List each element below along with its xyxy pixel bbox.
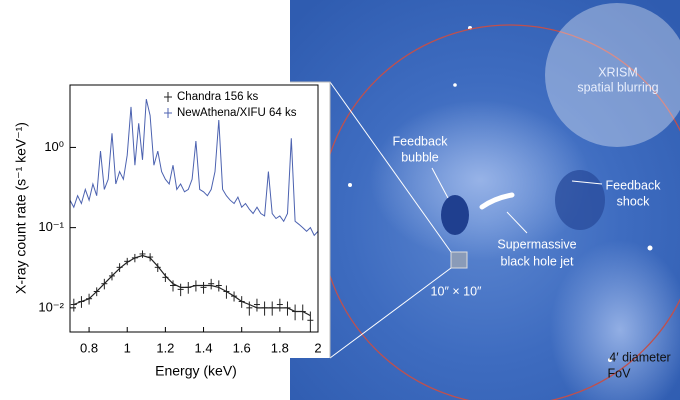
x-tick-label: 1.4 (194, 340, 212, 355)
annotation: 4′ diameter (609, 350, 670, 364)
y-tick-label: 10⁻² (38, 299, 64, 314)
arrow (431, 167, 449, 199)
annotation: Feedback (606, 178, 662, 192)
star (608, 358, 612, 362)
arrow (571, 180, 603, 185)
annotation: Supermassive (497, 237, 576, 251)
y-tick-label: 10⁰ (44, 139, 64, 154)
annotation: FoV (608, 366, 632, 380)
panel-border (290, 81, 331, 358)
star (348, 183, 352, 187)
annotation: XRISM (598, 65, 638, 79)
arrow (506, 211, 528, 234)
chart-panel (0, 82, 330, 358)
star (453, 83, 457, 87)
x-tick-label: 0.8 (80, 340, 98, 355)
x-tick-label: 1.6 (233, 340, 251, 355)
zoom-line (329, 81, 452, 253)
jet (479, 192, 515, 210)
annotation: spatial blurring (577, 80, 658, 94)
annotation: 10″ × 10″ (431, 284, 482, 298)
shock-region (555, 170, 605, 230)
zoom-line (329, 267, 452, 359)
x-tick-label: 1.2 (156, 340, 174, 355)
annotation: bubble (401, 150, 439, 164)
star (647, 245, 653, 251)
y-tick-label: 10⁻¹ (38, 219, 64, 234)
sky-image: XRISM spatial blurring Feedback bubble F… (290, 0, 680, 400)
panel-bottom (0, 358, 290, 400)
bubble-cavity (441, 195, 469, 235)
x-tick-label: 1 (124, 340, 131, 355)
cluster-glow (370, 100, 590, 260)
annotation: Feedback (393, 134, 449, 148)
plot: 0.8 1 1.2 1.4 1.6 1.8 2 10⁻² 10⁻¹ 10⁰ Chandra 156 … (38, 84, 322, 355)
x-axis-label: Energy (keV) (155, 363, 237, 379)
spectrum-line (69, 98, 319, 237)
xrism-circle (545, 3, 680, 147)
legend-label: Chandra 156 ks (177, 91, 258, 103)
plot-frame (69, 84, 319, 333)
y-axis-label: X-ray count rate (s⁻¹ keV⁻¹) (13, 122, 29, 294)
model-line (73, 254, 311, 317)
annotation: shock (617, 194, 650, 208)
legend-label: NewAthena/XIFU 64 ks (177, 107, 297, 119)
x-tick-label: 1.8 (271, 340, 289, 355)
annotation: black hole jet (501, 254, 574, 268)
region-box (450, 251, 468, 269)
x-tick-label: 2 (314, 340, 321, 355)
diffuse-glow (550, 240, 680, 400)
